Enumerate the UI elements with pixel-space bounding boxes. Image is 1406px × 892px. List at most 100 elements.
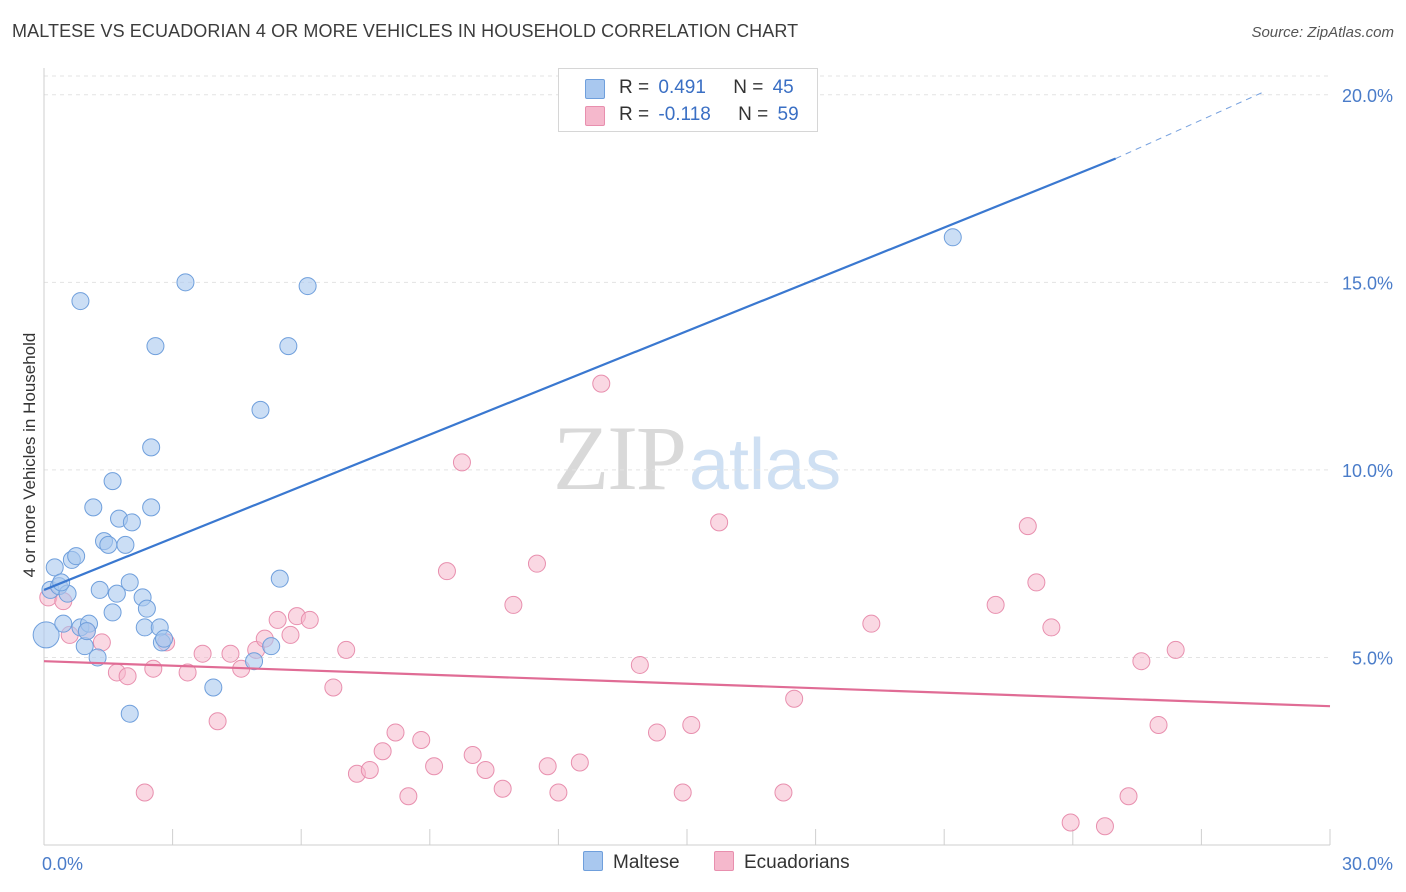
maltese-point (77, 622, 96, 641)
ecuadorians-point (412, 730, 431, 749)
maltese-point (204, 678, 223, 697)
maltese-point (155, 629, 174, 648)
legend-text-maltese: R = 0.491 N = 45 (619, 77, 794, 99)
maltese-point (279, 337, 298, 356)
ecuadorians-point (300, 610, 319, 629)
maltese-points (32, 228, 962, 723)
ecuadorians-point (476, 760, 495, 779)
legend-n-value: 45 (772, 77, 794, 98)
ecuadorians-point (682, 715, 701, 734)
ecuadorians-point (647, 723, 666, 742)
maltese-trend-line (43, 157, 1117, 591)
maltese-point (142, 438, 161, 457)
bottom-legend-label-ecuadorians: Ecuadorians (744, 852, 850, 873)
y-tick-label: 5.0% (1352, 648, 1393, 668)
legend-r-label: R = (619, 77, 655, 98)
chart-title: MALTESE VS ECUADORIAN 4 OR MORE VEHICLES… (12, 21, 799, 41)
ecuadorians-point (360, 760, 379, 779)
maltese-point (45, 558, 64, 577)
trend-lines (43, 90, 1331, 708)
x-tick-label: 30.0% (1342, 854, 1393, 874)
maltese-point (99, 535, 118, 554)
ecuadorians-point (1018, 517, 1037, 536)
ecuadorians-point (862, 614, 881, 633)
legend-r-value: 0.491 (658, 77, 706, 98)
x-tick-label: 0.0% (42, 854, 83, 874)
y-tick-label: 20.0% (1342, 86, 1393, 106)
maltese-point (120, 704, 139, 723)
maltese-point (120, 573, 139, 592)
ecuadorians-point (1095, 817, 1114, 836)
maltese-point (116, 535, 135, 554)
legend-r-value: -0.118 (658, 104, 711, 125)
axes (43, 68, 1331, 846)
ecuadorians-point (221, 644, 240, 663)
ecuadorians-point (324, 678, 343, 697)
maltese-point (245, 652, 264, 671)
y-tick-label: 15.0% (1342, 273, 1393, 293)
tick-labels: 5.0% 10.0% 15.0% 20.0% 0.0% 30.0% (42, 86, 1393, 874)
maltese-point (270, 569, 289, 588)
ecuadorians-point (144, 659, 163, 678)
watermark-zip: ZIP (553, 407, 687, 509)
maltese-point (107, 584, 126, 603)
maltese-point (135, 618, 154, 637)
ecuadorians-trend-line (43, 660, 1331, 708)
ecuadorians-point (1132, 652, 1151, 671)
maltese-point (137, 599, 156, 618)
watermark: ZIPatlas (553, 405, 841, 511)
ecuadorians-point (710, 513, 729, 532)
ecuadorians-point (386, 723, 405, 742)
ecuadorians-point (178, 663, 197, 682)
ecuadorians-point (785, 689, 804, 708)
maltese-point (54, 614, 73, 633)
maltese-point (251, 400, 270, 419)
maltese-point (943, 228, 962, 247)
y-tick-label: 10.0% (1342, 461, 1393, 481)
legend-swatch-ecuadorians (585, 106, 605, 126)
ecuadorians-point (463, 745, 482, 764)
ecuadorians-point (92, 633, 111, 652)
maltese-point (88, 648, 107, 667)
grid-lines (44, 75, 1330, 658)
ecuadorians-point (1166, 640, 1185, 659)
ecuadorians-point (1061, 813, 1080, 832)
maltese-point (298, 277, 317, 296)
maltese-point (90, 580, 109, 599)
correlation-legend: R = 0.491 N = 45 R = -0.118 N = 59 (558, 68, 818, 132)
ecuadorians-point (986, 595, 1005, 614)
maltese-point (103, 603, 122, 622)
ecuadorians-point (504, 595, 523, 614)
bottom-legend-swatch-ecuadorians (714, 851, 734, 871)
legend-text-ecuadorians: R = -0.118 N = 59 (619, 104, 799, 126)
ecuadorians-point (630, 655, 649, 674)
ecuadorians-point (135, 783, 154, 802)
ecuadorians-point (399, 787, 418, 806)
maltese-point (122, 513, 141, 532)
ecuadorians-point (592, 374, 611, 393)
maltese-point (262, 637, 281, 656)
legend-r-label: R = (619, 104, 655, 125)
bottom-legend-ecuadorians: Ecuadorians (714, 851, 850, 874)
ecuadorians-point (673, 783, 692, 802)
ecuadorians-point (1042, 618, 1061, 637)
maltese-point (71, 292, 90, 311)
source-credit: Source: ZipAtlas.com (1251, 24, 1394, 41)
bottom-legend-swatch-maltese (583, 851, 603, 871)
ecuadorians-point (1119, 787, 1138, 806)
maltese-point (67, 547, 86, 566)
ecuadorians-point (193, 644, 212, 663)
maltese-point (142, 498, 161, 517)
maltese-point (32, 621, 60, 649)
ecuadorians-point (1149, 715, 1168, 734)
ecuadorians-points (39, 374, 1185, 836)
ecuadorians-point (452, 453, 471, 472)
ecuadorians-point (337, 640, 356, 659)
bottom-legend-label-maltese: Maltese (613, 852, 680, 873)
legend-n-label: N = (733, 77, 769, 98)
ecuadorians-point (437, 562, 456, 581)
ecuadorians-point (281, 625, 300, 644)
ecuadorians-point (118, 667, 137, 686)
ecuadorians-point (527, 554, 546, 573)
